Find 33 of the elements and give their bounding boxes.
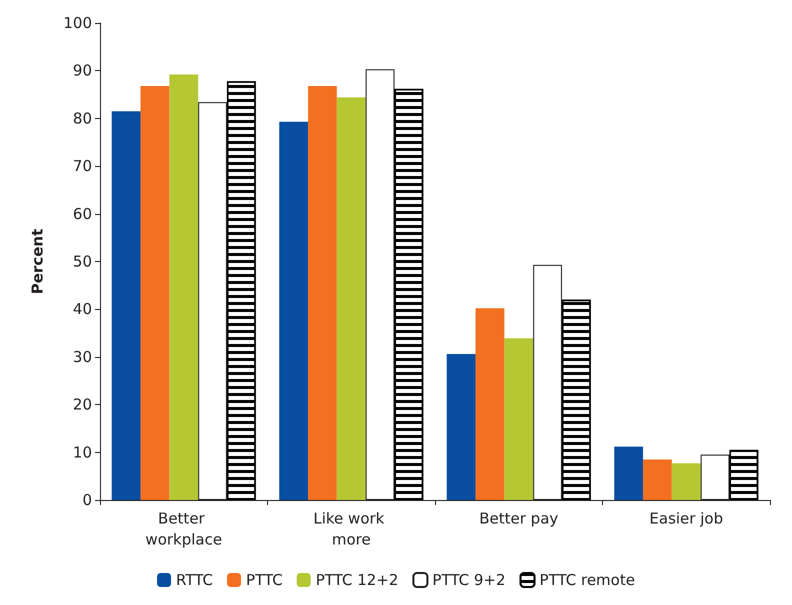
y-tick-label: 60 bbox=[72, 204, 92, 223]
y-tick-label: 50 bbox=[72, 252, 92, 270]
bar bbox=[476, 308, 504, 500]
bar bbox=[169, 74, 198, 500]
bar bbox=[140, 86, 170, 500]
legend-label: RTTC bbox=[176, 571, 214, 589]
legend-label: PTTC 12+2 bbox=[316, 571, 398, 589]
bar bbox=[643, 459, 672, 500]
y-tick-label: 30 bbox=[72, 348, 92, 366]
x-tick-label: Better pay bbox=[479, 510, 558, 528]
y-tick-label: 10 bbox=[72, 443, 92, 462]
x-tick-label: Like work more bbox=[313, 510, 390, 548]
bar bbox=[336, 97, 366, 500]
y-tick-label: 80 bbox=[72, 109, 92, 128]
x-tick-label: Better workplace bbox=[145, 510, 222, 548]
legend-label: PTTC 9+2 bbox=[432, 571, 506, 589]
y-tick-label: 100 bbox=[63, 14, 92, 32]
bar bbox=[446, 354, 476, 500]
bar bbox=[672, 463, 701, 500]
bar bbox=[112, 111, 141, 500]
legend-label: PTTC bbox=[246, 571, 283, 589]
y-axis-title: Percent bbox=[28, 228, 46, 294]
bar bbox=[504, 338, 534, 500]
legend-label: PTTC remote bbox=[540, 571, 635, 589]
y-tick-label: 40 bbox=[72, 300, 92, 318]
y-tick-label: 0 bbox=[82, 491, 92, 509]
x-tick-label: Easier job bbox=[649, 510, 724, 528]
bar bbox=[614, 446, 644, 500]
bar bbox=[279, 122, 308, 500]
y-tick-label: 70 bbox=[72, 157, 92, 176]
y-tick-label: 20 bbox=[72, 396, 92, 414]
y-tick-label: 90 bbox=[72, 62, 92, 80]
bar bbox=[308, 86, 337, 500]
